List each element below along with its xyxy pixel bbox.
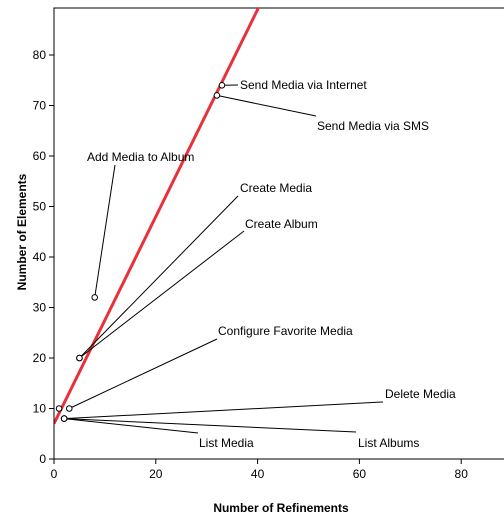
x-tick-label: 40 [251, 467, 265, 481]
data-point [65, 405, 73, 412]
leader-line [64, 401, 384, 420]
x-axis-title: Number of Refinements [213, 501, 349, 515]
data-point [213, 92, 221, 99]
plot-area [53, 7, 504, 460]
leader-lines [64, 84, 384, 434]
point-label: Delete Media [385, 387, 456, 401]
axes: 0 20 40 60 80 0 10 20 30 40 50 60 70 80 [33, 8, 504, 481]
leader-line [79, 195, 239, 359]
leader-line [79, 230, 245, 359]
leader-line [64, 418, 357, 433]
x-tick-label: 80 [455, 467, 469, 481]
point-label: List Albums [358, 436, 419, 450]
data-point [218, 82, 226, 89]
y-tick-label: 80 [33, 48, 47, 62]
y-tick-label: 60 [33, 149, 47, 163]
data-point [60, 415, 68, 422]
x-tick-label: 60 [353, 467, 367, 481]
leader-line [94, 164, 116, 298]
x-tick-label: 0 [51, 467, 58, 481]
point-label: Add Media to Album [87, 150, 194, 164]
y-tick-label: 70 [33, 99, 47, 113]
y-tick-label: 0 [39, 452, 46, 466]
y-axis-title: Number of Elements [15, 173, 29, 290]
point-label: Create Album [245, 217, 318, 231]
y-tick-label: 40 [33, 250, 47, 264]
point-label: Create Media [240, 181, 312, 195]
x-tick-label: 20 [149, 467, 163, 481]
point-label: Configure Favorite Media [218, 324, 353, 338]
y-tick-label: 30 [33, 301, 47, 315]
plot-frame [53, 7, 504, 460]
point-label: Send Media via SMS [317, 119, 429, 133]
leader-line [216, 94, 317, 117]
point-label: List Media [199, 436, 254, 450]
y-tick-label: 20 [33, 351, 47, 365]
data-point [91, 294, 99, 301]
leader-line [64, 418, 199, 434]
y-tick-label: 10 [33, 402, 47, 416]
fit-line-layer [54, 8, 261, 425]
point-label: Send Media via Internet [240, 78, 367, 92]
data-point [55, 405, 63, 412]
leader-line [69, 338, 218, 409]
fit-line [54, 8, 261, 425]
y-tick-label: 50 [33, 200, 47, 214]
point-labels: Send Media via Internet Send Media via SM… [87, 78, 456, 450]
data-points [55, 82, 226, 422]
data-point [76, 354, 83, 362]
